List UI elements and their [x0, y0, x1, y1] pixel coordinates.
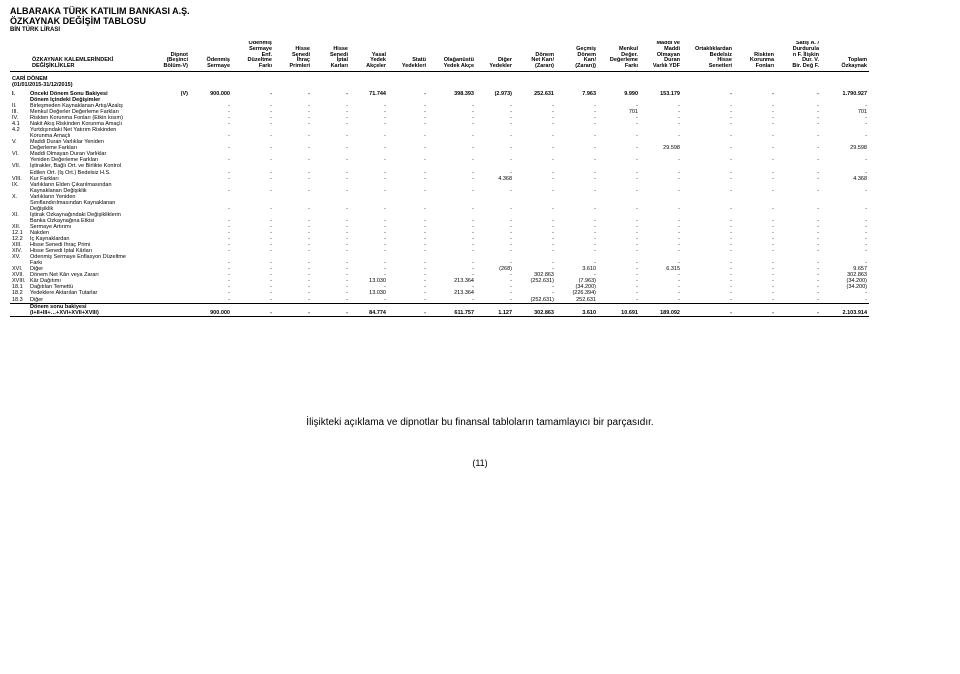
column-header: StatüYedekleri [388, 41, 428, 71]
column-header: HisseSenediİhraçPrimleri [274, 41, 312, 71]
cell-value: - [682, 310, 734, 317]
column-header: ToplamÖzkaynak [821, 41, 869, 71]
cell-value: - [312, 310, 350, 317]
row-label: (I+II+III+…+XVI+XVII+XVIII) [30, 310, 160, 317]
cell-value: 1.127 [476, 310, 514, 317]
column-header: HisseSenediİptalKarları [312, 41, 350, 71]
page-number: (11) [10, 458, 950, 468]
cell-value: 3.610 [556, 310, 598, 317]
column-header: OrtaklıklardanBedelsizHisseSenetleri [682, 41, 734, 71]
column-header: ÖdenmişSermayeEnf.DüzeltmeFarkı [232, 41, 274, 71]
column-header: DiğerYedekler [476, 41, 514, 71]
cell-value: 10.691 [598, 310, 640, 317]
company-name: ALBARAKA TÜRK KATILIM BANKASI A.Ş. [10, 6, 950, 16]
row-number [10, 310, 30, 317]
column-header: ÖZKAYNAK KALEMLERİNDEKİDEĞİŞİKLİKLER [30, 41, 160, 71]
cell-value: - [232, 310, 274, 317]
column-header: YasalYedekAkçeler [350, 41, 388, 71]
column-header: Satış A. /Durdurulan F. İlişkinDur. V.Bi… [776, 41, 821, 71]
cell-value: - [734, 310, 776, 317]
column-header: ÖdenmişSermaye [190, 41, 232, 71]
equity-change-table: ÖZKAYNAK KALEMLERİNDEKİDEĞİŞİKLİKLERDipn… [10, 41, 869, 317]
column-header [10, 41, 30, 71]
column-header: RisktenKorunmaFonları [734, 41, 776, 71]
column-header: OlağanüstüYedek Akçe [428, 41, 476, 71]
cell-value: - [274, 310, 312, 317]
column-header: Maddi veMaddiOlmayanDuranVarlık YDF [640, 41, 682, 71]
column-header: DönemNet Karı/(Zararı) [514, 41, 556, 71]
statement-title: ÖZKAYNAK DEĞİŞİM TABLOSU [10, 16, 950, 26]
column-header: MenkulDeğer.DeğerlemeFarkı [598, 41, 640, 71]
cell-value: 189.092 [640, 310, 682, 317]
table-row: (I+II+III+…+XVI+XVII+XVIII)900.000---84.… [10, 310, 869, 317]
footnote: İlişikteki açıklama ve dipnotlar bu fina… [10, 417, 950, 428]
column-header: Dipnot(BeşinciBölüm-V) [160, 41, 190, 71]
cell-value: - [776, 310, 821, 317]
cell-value: 611.757 [428, 310, 476, 317]
cell-value [160, 310, 190, 317]
currency-unit: BİN TÜRK LİRASI [10, 27, 950, 33]
cell-value: 2.103.914 [821, 310, 869, 317]
column-header: GeçmişDönemKarı/(Zararı)) [556, 41, 598, 71]
period-header: CARİ DÖNEM(01/01/2015-31/12/2015) [10, 71, 869, 88]
cell-value: 302.863 [514, 310, 556, 317]
cell-value: 84.774 [350, 310, 388, 317]
cell-value: - [388, 310, 428, 317]
cell-value: 900.000 [190, 310, 232, 317]
